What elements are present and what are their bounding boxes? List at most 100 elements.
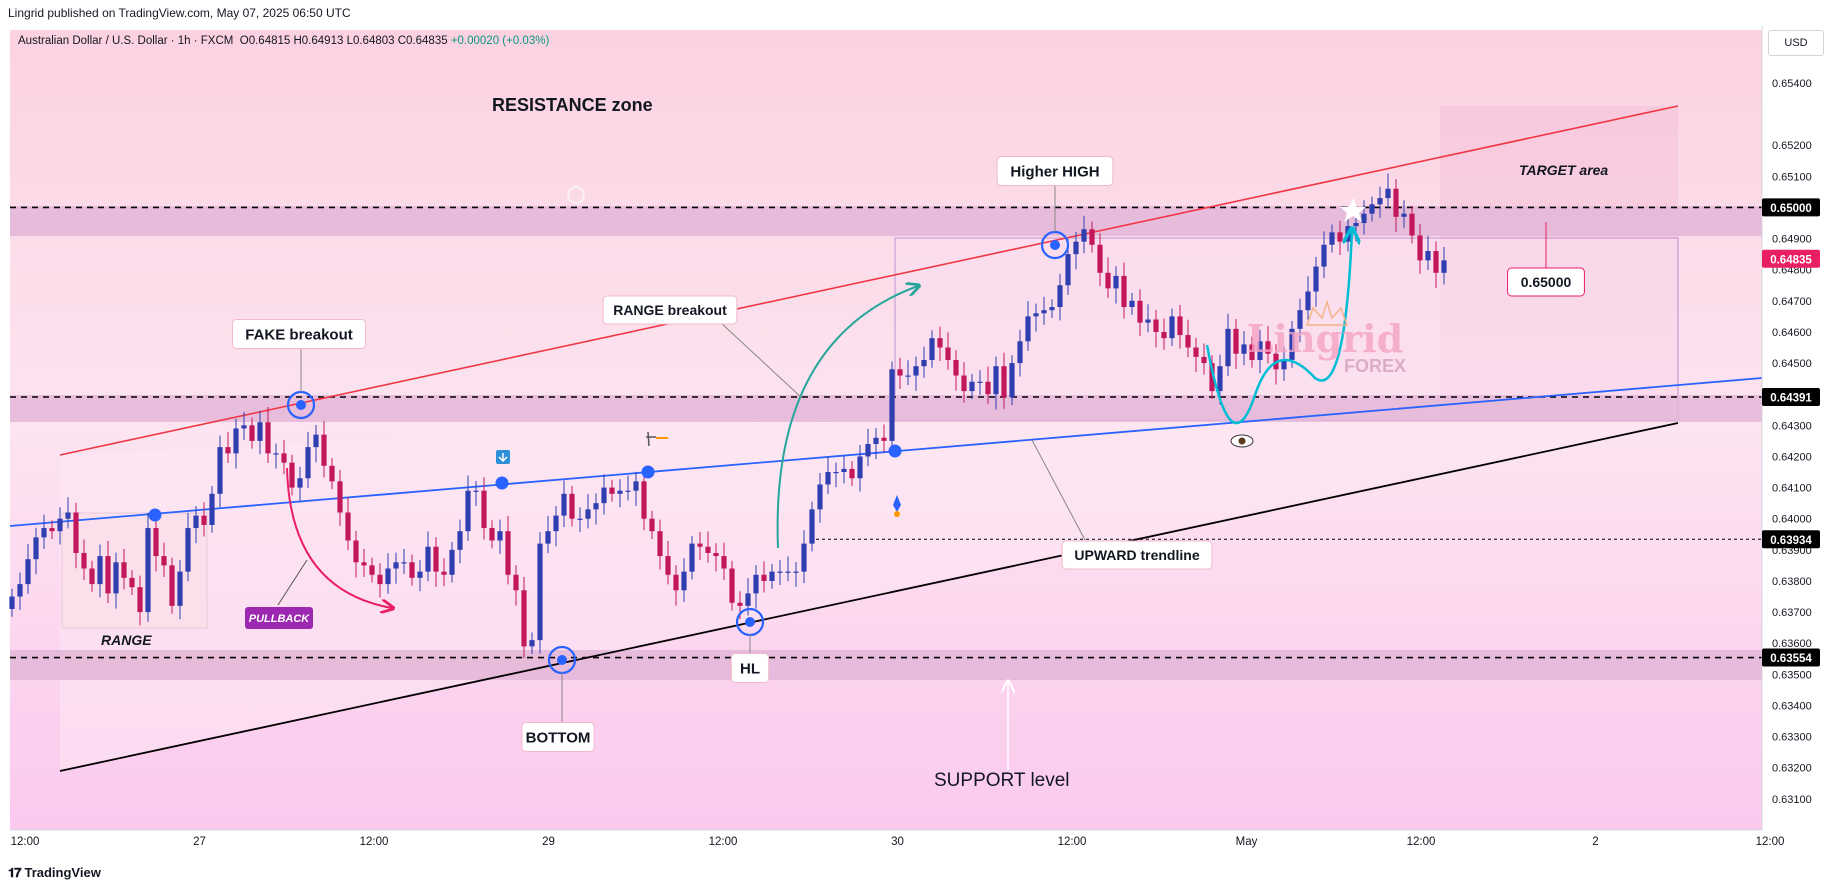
fake-breakout-label: FAKE breakout — [245, 326, 353, 343]
pivot-dot — [745, 617, 755, 627]
trendline-touch-dot — [495, 476, 509, 490]
candle-body — [1089, 229, 1095, 245]
candle-body — [673, 574, 679, 591]
rocket-icon — [893, 495, 901, 512]
higher-high-label-box — [996, 156, 1114, 186]
pivot-dot — [296, 400, 306, 410]
price-marker-box — [1762, 198, 1820, 217]
candle-body — [1345, 226, 1351, 242]
pullback-label: PULLBACK — [249, 613, 311, 625]
candle-body — [345, 512, 351, 541]
candle-body — [633, 481, 639, 491]
price-marker-label: 0.64391 — [1770, 393, 1812, 405]
tradingview-logo-icon: 𝟏𝟕 — [8, 865, 22, 880]
candle-body — [897, 369, 903, 376]
low-value: L0.64803 — [346, 35, 395, 47]
candle-body — [1017, 341, 1023, 364]
price-marker-box — [1762, 249, 1820, 268]
candle-body — [1041, 310, 1047, 314]
candle-body — [889, 369, 895, 441]
candle-body — [873, 437, 879, 445]
candle-body — [1241, 344, 1247, 354]
candle-body — [1073, 241, 1079, 255]
watermark-main: Lingrid — [1247, 316, 1403, 361]
candle-body — [801, 543, 807, 572]
candle-body — [833, 472, 839, 474]
candle-body — [913, 366, 919, 376]
candle-body — [937, 338, 943, 348]
publish-info: Lingrid published on TradingView.com, Ma… — [8, 6, 351, 20]
price-marker-box — [1762, 648, 1820, 667]
candle-body — [225, 447, 231, 454]
candle-body — [33, 537, 39, 560]
y-tick-label: 0.63800 — [1772, 576, 1812, 588]
candle-body — [377, 574, 383, 585]
candle-body — [1353, 222, 1359, 227]
y-tick-label: 0.64600 — [1772, 327, 1812, 339]
candle-body — [977, 381, 983, 383]
projection-arrow — [1205, 230, 1352, 425]
candle-body — [337, 481, 343, 513]
y-tick-label: 0.64300 — [1772, 420, 1812, 432]
candle-body — [1233, 328, 1239, 354]
candle-body — [1369, 204, 1375, 214]
y-tick-label: 0.64500 — [1772, 358, 1812, 370]
candle-body — [825, 472, 831, 485]
eye-pupil-icon — [1238, 437, 1246, 445]
candle-body — [1361, 213, 1367, 223]
candle-body — [713, 552, 719, 557]
target-price-label-box — [1507, 267, 1585, 297]
candle-body — [49, 528, 55, 532]
candle-body — [321, 434, 327, 466]
range-breakout-label-box — [602, 295, 738, 325]
hl-label-box — [730, 653, 770, 683]
candle-body — [249, 425, 255, 441]
candle-body — [1129, 300, 1135, 308]
candle-body — [705, 546, 711, 553]
footer-brand[interactable]: 𝟏𝟕 TradingView — [8, 865, 101, 881]
candle-body — [905, 375, 911, 377]
candle-body — [273, 453, 279, 455]
candle-body — [1105, 272, 1111, 289]
trendline-touch-dot — [641, 465, 655, 479]
candle-body — [1377, 198, 1383, 205]
candle-body — [17, 584, 23, 597]
candle-body — [529, 640, 535, 647]
candle-body — [1025, 316, 1031, 342]
symbol-legend: Australian Dollar / U.S. Dollar · 1h · F… — [18, 35, 549, 47]
y-tick-label: 0.63200 — [1772, 763, 1812, 775]
candle-body — [609, 487, 615, 494]
candle-body — [777, 571, 783, 573]
candle-body — [561, 493, 567, 516]
x-tick-label: 29 — [542, 836, 555, 848]
candle-body — [505, 531, 511, 575]
candle-body — [617, 490, 623, 494]
candle-body — [73, 512, 79, 553]
candle-body — [481, 490, 487, 529]
candle-body — [881, 437, 887, 441]
x-tick-label: May — [1236, 836, 1258, 848]
range-label: RANGE — [101, 632, 152, 648]
candle-body — [465, 490, 471, 532]
candle-body — [585, 509, 591, 519]
candle-body — [1305, 291, 1311, 311]
candle-body — [1417, 235, 1423, 261]
candle-body — [1193, 347, 1199, 357]
candle-body — [1265, 341, 1271, 354]
resistance-band — [10, 206, 1762, 236]
candle-body — [65, 512, 71, 519]
currency-button[interactable]: USD — [1768, 30, 1824, 56]
candle-body — [169, 565, 175, 606]
candle-body — [201, 515, 207, 525]
pivot-dot — [557, 655, 567, 665]
x-tick-label: 12:00 — [1058, 836, 1087, 848]
candle-body — [137, 587, 143, 613]
candle-body — [553, 515, 559, 532]
candle-body — [81, 552, 87, 569]
y-tick-label: 0.63500 — [1772, 669, 1812, 681]
target-price-label: 0.65000 — [1521, 274, 1572, 290]
candle-body — [993, 366, 999, 395]
candle-body — [681, 571, 687, 591]
candle-body — [1065, 254, 1071, 286]
